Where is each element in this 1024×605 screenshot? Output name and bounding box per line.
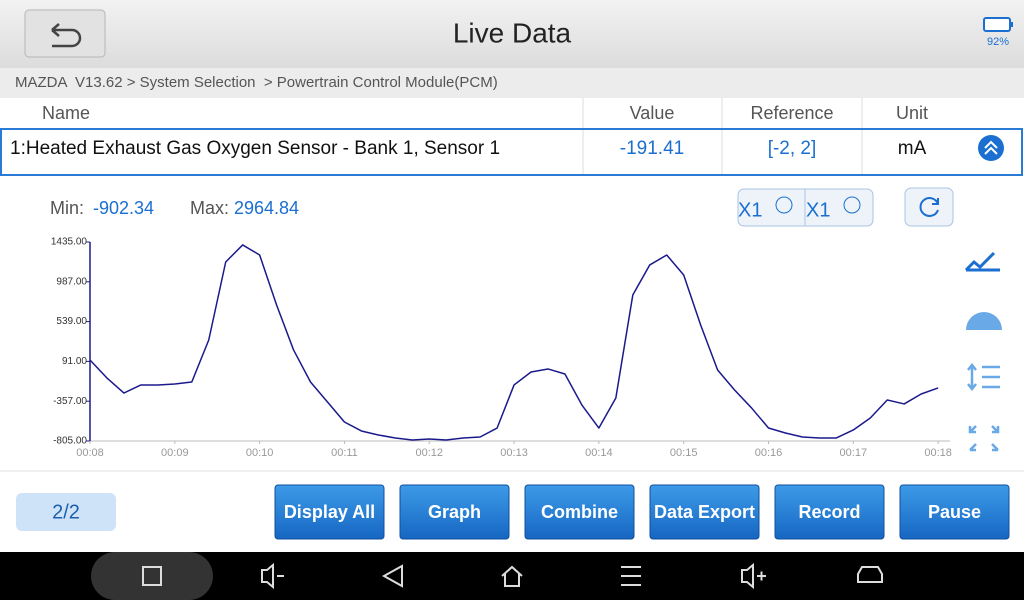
y-tick-label: 1435.00 (51, 237, 88, 248)
toolbar: Display All Graph Combine Data Export Record… (274, 484, 1010, 540)
toolbar-button[interactable] (274, 484, 385, 540)
zoom-y-icon (843, 196, 861, 214)
volume-up-icon[interactable] (741, 562, 766, 590)
nav-pill (91, 552, 213, 600)
x-tick-label: 00:11 (331, 447, 358, 459)
page-indicator-box (16, 493, 116, 531)
x-tick-label: 00:12 (415, 447, 443, 459)
min-value: -902.34 (93, 198, 154, 218)
selected-row[interactable] (0, 128, 1023, 176)
button-label: Record (798, 502, 860, 522)
column-header: Name (42, 103, 90, 123)
button-label: Combine (541, 502, 618, 522)
x-tick-label: 00:08 (76, 447, 104, 459)
refresh-icon (919, 197, 939, 217)
home-icon[interactable] (501, 565, 523, 587)
data-line (89, 244, 939, 441)
cell: mA (898, 138, 927, 159)
fullscreen-icon[interactable] (968, 425, 1000, 452)
max-value: 2964.84 (234, 198, 299, 218)
menu-icon[interactable] (621, 566, 641, 586)
screenshot-icon[interactable] (142, 566, 162, 586)
toolbar-button[interactable] (774, 484, 885, 540)
toolbar-button[interactable] (649, 484, 760, 540)
x-tick-label: 00:14 (585, 447, 613, 459)
cell: [-2, 2] (768, 138, 817, 159)
button-label: Data Export (654, 502, 755, 522)
x-tick-label: 00:18 (924, 447, 952, 459)
toolbar-button[interactable] (899, 484, 1010, 540)
breadcrumb: MAZDA V13.62 > System Selection > Powert… (15, 74, 498, 91)
collapse-icon (984, 140, 998, 155)
x-tick-label: 00:15 (670, 447, 698, 459)
column-header: Reference (750, 103, 833, 123)
table-header (0, 98, 1024, 128)
battery-tip (1010, 22, 1013, 27)
back-nav-icon[interactable] (381, 564, 403, 588)
nav-icons (142, 562, 883, 590)
x-tick-label: 00:16 (755, 447, 783, 459)
battery-level: 92% (987, 36, 1009, 48)
cell: 1:Heated Exhaust Gas Oxygen Sensor - Ban… (10, 138, 500, 159)
title: Live Data (453, 17, 572, 48)
zoom-x-icon (775, 196, 793, 214)
top-bar (0, 0, 1024, 68)
x-tick-label: 00:09 (161, 447, 189, 459)
breadcrumb-bar (0, 68, 1024, 98)
refresh-button[interactable] (904, 187, 954, 227)
page-indicator: 2/2 (52, 501, 80, 523)
gauge-icon[interactable] (966, 312, 1002, 330)
button-label: Display All (284, 502, 375, 522)
x-tick-label: 00:13 (500, 447, 528, 459)
toolbar-button[interactable] (524, 484, 635, 540)
zoom-x[interactable]: X1 (738, 199, 762, 221)
back-button[interactable] (24, 9, 106, 58)
button-label: Graph (428, 502, 481, 522)
y-tick-label: 91.00 (62, 356, 87, 367)
scale-icon[interactable] (967, 362, 1000, 392)
y-tick-label: -357.00 (53, 396, 87, 407)
y-tick-label: -805.00 (53, 436, 87, 447)
column-header: Value (630, 103, 675, 123)
x-tick-label: 00:10 (246, 447, 274, 459)
back-icon (51, 23, 82, 48)
graph: -805.00 -357.00 91.00 539.00 987.00 1435.00 00… (51, 237, 952, 459)
car-icon[interactable] (857, 566, 883, 583)
max-label: Max: (190, 198, 229, 218)
cell: -191.41 (620, 138, 684, 159)
button-label: Pause (928, 502, 981, 522)
x-tick-label: 00:17 (840, 447, 868, 459)
min-label: Min: (50, 198, 84, 218)
column-header: Unit (896, 103, 928, 123)
volume-down-icon[interactable] (261, 562, 284, 590)
toolbar-button[interactable] (399, 484, 510, 540)
battery-icon (983, 17, 1011, 32)
y-tick-label: 987.00 (56, 276, 87, 287)
zoom-y[interactable]: X1 (806, 199, 830, 221)
y-tick-label: 539.00 (56, 316, 87, 327)
chart-icon[interactable] (964, 251, 1000, 272)
